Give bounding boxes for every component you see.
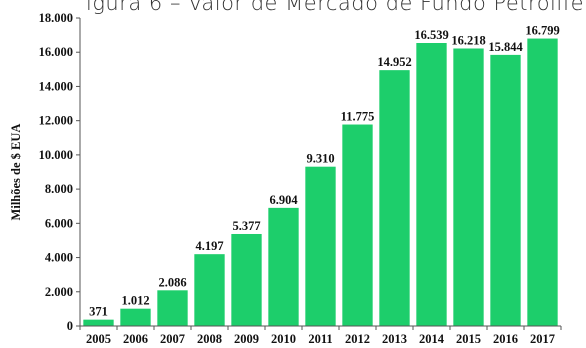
x-tick-label-2011: 2011 (308, 332, 332, 346)
bar-2009 (231, 233, 262, 326)
bar-2017 (527, 38, 558, 327)
y-tick-label: 16.000 (39, 45, 73, 59)
bar-2006 (120, 308, 151, 326)
bar-2007 (157, 290, 188, 326)
bar-2014 (416, 43, 447, 326)
data-label-2008: 4.197 (195, 239, 223, 253)
bar-2016 (490, 54, 521, 326)
x-tick-label-2016: 2016 (493, 332, 518, 346)
data-label-2010: 6.904 (269, 193, 298, 207)
data-label-2012: 11.775 (341, 110, 375, 124)
bar-2012 (342, 124, 373, 327)
bar-2013 (379, 70, 410, 327)
y-tick-label: 10.000 (39, 148, 73, 162)
data-label-2016: 15.844 (488, 40, 523, 54)
bar-2011 (305, 166, 336, 326)
bar-2005 (83, 319, 114, 326)
y-axis-title: Milhões de $ EUA (9, 124, 23, 221)
data-label-2011: 9.310 (306, 152, 334, 166)
y-tick-label: 12.000 (39, 114, 73, 128)
y-tick-label: 8.000 (45, 182, 73, 196)
data-label-2005: 371 (89, 305, 108, 319)
x-tick-label-2015: 2015 (456, 332, 481, 346)
x-tick-label-2013: 2013 (382, 332, 407, 346)
x-tick-label-2008: 2008 (197, 332, 222, 346)
bar-2010 (268, 207, 299, 326)
x-tick-label-2006: 2006 (123, 332, 148, 346)
y-tick-label: 6.000 (45, 216, 73, 230)
data-label-2013: 14.952 (377, 55, 411, 69)
y-tick-label: 14.000 (39, 79, 73, 93)
x-tick-label-2009: 2009 (234, 332, 259, 346)
data-label-2017: 16.799 (525, 24, 559, 38)
y-tick-label: 4.000 (45, 251, 73, 265)
bar-2015 (453, 48, 484, 327)
bar-2008 (194, 254, 225, 326)
x-tick-label-2012: 2012 (345, 332, 370, 346)
x-tick-label-2017: 2017 (530, 332, 555, 346)
x-tick-label-2014: 2014 (419, 332, 445, 346)
data-label-2009: 5.377 (232, 219, 260, 233)
data-label-2006: 1.012 (121, 294, 149, 308)
y-tick-label: 18.000 (39, 11, 73, 25)
y-tick-label: 2.000 (45, 285, 73, 299)
y-tick-label: 0 (67, 319, 73, 333)
chart-title: igura 6 – Valor de Mercado de Fundo Petr… (86, 0, 586, 15)
x-tick-label-2005: 2005 (86, 332, 111, 346)
x-tick-label-2007: 2007 (160, 332, 185, 346)
data-label-2015: 16.218 (451, 33, 485, 47)
x-tick-label-2010: 2010 (271, 332, 296, 346)
data-label-2014: 16.539 (414, 28, 448, 42)
data-label-2007: 2.086 (158, 275, 186, 289)
